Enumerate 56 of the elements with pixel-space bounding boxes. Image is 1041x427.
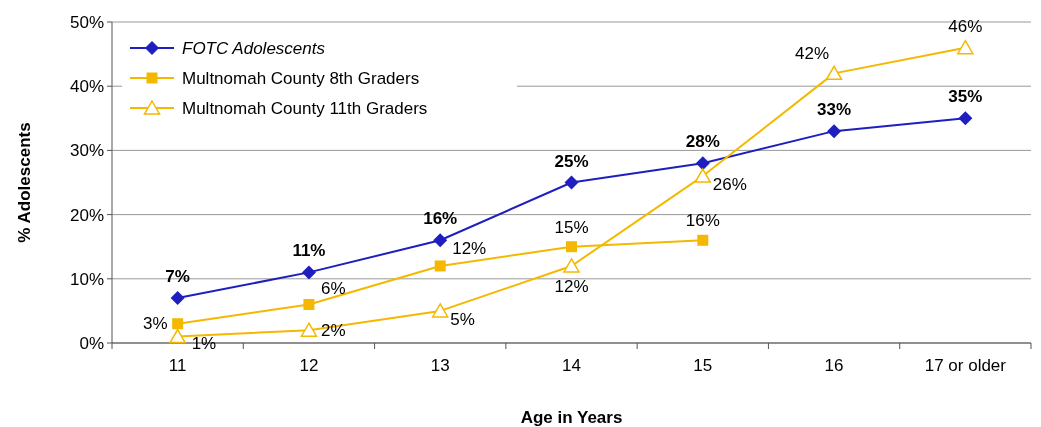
data-label: 42% bbox=[795, 44, 830, 64]
point bbox=[169, 328, 186, 344]
legend-label: Multnomah County 8th Graders bbox=[182, 69, 420, 88]
point bbox=[431, 303, 449, 318]
data-label: 6% bbox=[320, 279, 346, 299]
point bbox=[695, 156, 710, 171]
data-label: 5% bbox=[450, 309, 475, 329]
x-tick-label: 15 bbox=[693, 356, 713, 375]
x-tick-label: 11 bbox=[168, 356, 187, 375]
x-tick-label: 12 bbox=[299, 356, 319, 375]
data-label: 28% bbox=[685, 132, 720, 152]
data-label: 2% bbox=[320, 321, 346, 341]
x-tick-label: 17 or older bbox=[924, 356, 1007, 375]
point bbox=[694, 168, 712, 183]
data-label: 46% bbox=[948, 16, 983, 36]
x-axis-title: Age in Years bbox=[520, 408, 623, 427]
x-tick-label: 13 bbox=[430, 356, 450, 375]
data-label: 26% bbox=[712, 175, 747, 195]
data-label: 3% bbox=[143, 313, 168, 333]
point bbox=[825, 65, 843, 81]
point bbox=[563, 258, 580, 273]
point bbox=[170, 291, 185, 306]
legend-label: FOTC Adolescents bbox=[182, 39, 326, 58]
x-tick-label: 14 bbox=[562, 356, 581, 375]
y-tick-label: 30% bbox=[69, 141, 104, 161]
point bbox=[564, 175, 579, 190]
point bbox=[697, 234, 709, 246]
data-label: 1% bbox=[191, 333, 217, 353]
point bbox=[433, 233, 448, 248]
y-tick-label: 20% bbox=[69, 205, 104, 225]
point bbox=[957, 39, 974, 55]
point bbox=[300, 322, 318, 337]
data-label: 25% bbox=[554, 151, 589, 171]
data-label: 12% bbox=[452, 238, 487, 258]
y-axis-title: % Adolescents bbox=[15, 122, 34, 243]
data-label: 35% bbox=[948, 87, 983, 107]
data-label: 16% bbox=[423, 209, 458, 229]
data-label: 15% bbox=[554, 217, 589, 237]
data-label: 33% bbox=[817, 100, 852, 120]
x-tick-label: 16 bbox=[824, 356, 844, 375]
point bbox=[434, 260, 446, 272]
point bbox=[303, 298, 315, 310]
legend-label: Multnomah County 11th Graders bbox=[182, 99, 428, 118]
point bbox=[301, 265, 316, 280]
y-tick-label: 40% bbox=[69, 77, 104, 97]
point bbox=[827, 124, 842, 139]
y-tick-label: 10% bbox=[69, 269, 104, 289]
y-tick-label: 0% bbox=[79, 334, 104, 353]
point bbox=[566, 241, 577, 253]
data-label: 16% bbox=[685, 211, 720, 231]
y-tick-label: 50% bbox=[69, 13, 104, 32]
data-label: 7% bbox=[165, 267, 190, 287]
data-label: 11% bbox=[292, 241, 326, 261]
data-label: 12% bbox=[554, 276, 589, 296]
point bbox=[172, 318, 184, 330]
point bbox=[958, 111, 973, 126]
